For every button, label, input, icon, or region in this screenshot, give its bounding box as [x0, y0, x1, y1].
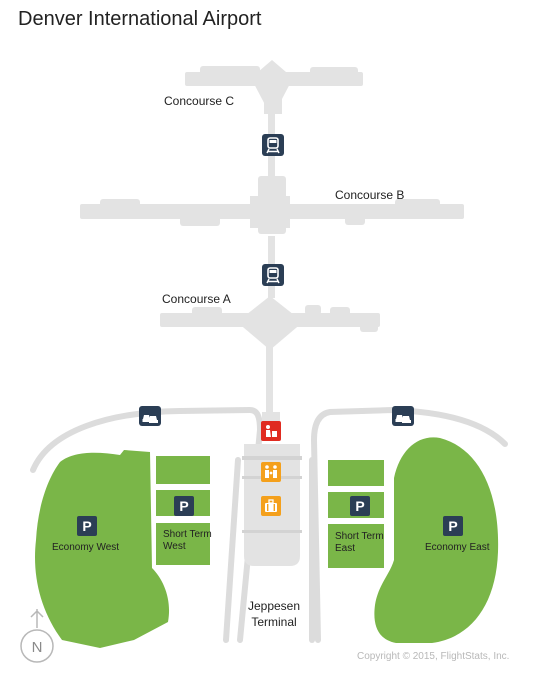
short-term-west-lot-bottom — [156, 523, 210, 565]
baggage-icon — [261, 496, 281, 516]
parking-letter: P — [179, 498, 188, 514]
parking-letter: P — [82, 518, 91, 534]
car-icon — [139, 406, 161, 426]
car-icon — [392, 406, 414, 426]
compass-letter: N — [32, 639, 43, 656]
economy-east-lot — [374, 437, 499, 643]
short-term-east-lot-bottom — [328, 524, 384, 568]
short-term-west-label: Short Term West — [163, 529, 212, 552]
family-icon — [261, 462, 281, 482]
parking-icon — [77, 496, 463, 536]
train-icon — [262, 264, 284, 286]
economy-west-lot — [35, 450, 170, 648]
concourse-a-building — [160, 296, 380, 350]
economy-west-label: Economy West — [52, 542, 120, 553]
road-west-inner — [223, 457, 241, 643]
short-term-east-label: Short Term East — [335, 531, 384, 554]
economy-east-label: Economy East — [425, 542, 490, 553]
short-term-west-lot-top — [156, 456, 210, 484]
concourse-b-label: Concourse B — [335, 188, 405, 202]
parking-letter: P — [355, 498, 364, 514]
checkin-icon — [261, 421, 281, 441]
track-a-terminal — [266, 346, 273, 418]
concourse-b-building — [80, 176, 464, 234]
jeppesen-terminal-label: Jeppesen Terminal — [247, 599, 301, 629]
parking-lots — [35, 437, 499, 648]
road-west-loop — [30, 406, 264, 643]
short-term-east-lot-top — [328, 460, 384, 486]
page-title: Denver International Airport — [18, 8, 262, 30]
copyright-notice: Copyright © 2015, FlightStats, Inc. — [357, 651, 510, 662]
concourse-c-building — [185, 60, 363, 118]
parking-letter: P — [448, 518, 457, 534]
concourse-a-label: Concourse A — [162, 292, 231, 306]
train-icon — [262, 134, 284, 156]
compass-icon: N — [20, 609, 54, 663]
concourse-c-label: Concourse C — [164, 94, 235, 108]
